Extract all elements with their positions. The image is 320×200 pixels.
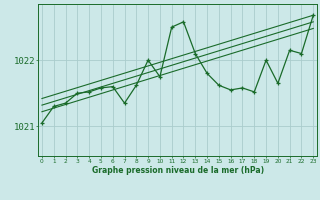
X-axis label: Graphe pression niveau de la mer (hPa): Graphe pression niveau de la mer (hPa): [92, 166, 264, 175]
